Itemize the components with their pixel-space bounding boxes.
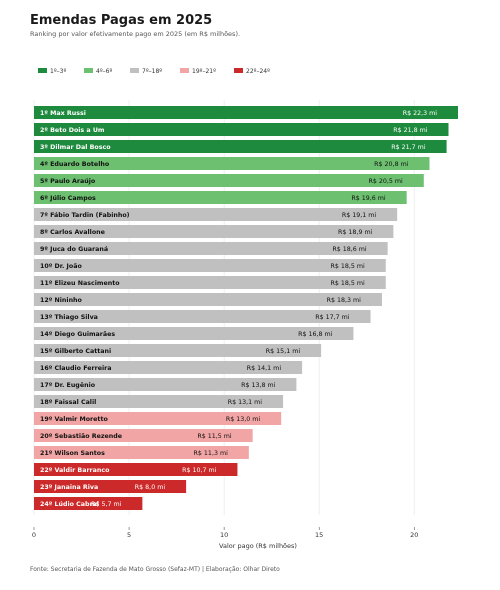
bar [34, 191, 407, 204]
data-label: R$ 19,6 mi [351, 195, 386, 202]
data-label: R$ 17,7 mi [315, 314, 350, 321]
bar-label: 9º Juca do Guaraná [40, 245, 108, 253]
bar-label: 18º Faissal Calil [40, 399, 96, 406]
tick-label: 15 [315, 531, 323, 539]
bar [34, 293, 382, 306]
data-label: R$ 10,7 mi [182, 467, 217, 474]
bar [34, 259, 386, 272]
legend-swatch [180, 68, 189, 73]
chart-title: Emendas Pagas em 2025 [30, 13, 213, 28]
data-label: R$ 14,1 mi [247, 365, 282, 372]
bar [34, 106, 458, 119]
bar [34, 497, 143, 510]
bar [34, 327, 354, 340]
data-label: R$ 8,0 mi [135, 484, 166, 491]
legend-label: 19º–21º [192, 68, 216, 75]
legend: 1º–3º 4º–6º 7º–18º 19º–21º 22º–24º [38, 68, 270, 75]
bar [34, 378, 297, 391]
bar-label: 22º Valdir Barranco [40, 467, 110, 474]
data-label: R$ 18,5 mi [330, 263, 365, 270]
chart-subtitle: Ranking por valor efetivamente pago em 2… [30, 30, 241, 38]
data-label: R$ 15,1 mi [266, 348, 301, 355]
bar [34, 361, 303, 374]
data-label: R$ 11,5 mi [197, 433, 232, 440]
data-label: R$ 5,7 mi [91, 501, 122, 508]
bar-label: 2º Beto Dois a Um [40, 127, 105, 134]
bar-label: 11º Elizeu Nascimento [40, 280, 120, 287]
data-label: R$ 18,3 mi [327, 297, 362, 304]
data-label: R$ 13,8 mi [241, 382, 276, 389]
data-label: R$ 20,8 mi [374, 161, 409, 168]
data-label: R$ 18,5 mi [330, 280, 365, 287]
legend-label: 4º–6º [96, 68, 112, 75]
bars: 1º Max Russi R$ 22,3 mi 2º Beto Dois a Um R… [34, 106, 458, 510]
x-axis: 0 5 10 15 20 Valor pago (R$ milhões) [32, 527, 418, 550]
bar [34, 157, 430, 170]
source-footer: Fonte: Secretaria de Fazenda de Mato Gro… [30, 566, 280, 573]
bar [34, 412, 282, 425]
bar [34, 276, 386, 289]
legend-swatch [84, 68, 93, 73]
tick-label: 5 [127, 531, 131, 539]
tick-label: 20 [410, 531, 418, 539]
bar-label: 24º Lúdio Cabral [40, 500, 99, 508]
legend-label: 1º–3º [50, 68, 66, 75]
data-label: R$ 21,8 mi [393, 127, 428, 134]
bar [34, 446, 249, 459]
bar [34, 174, 424, 187]
bar-label: 14º Diego Guimarães [40, 331, 115, 338]
x-axis-title: Valor pago (R$ milhões) [219, 542, 297, 550]
bar-label: 10º Dr. João [40, 263, 82, 270]
data-label: R$ 18,9 mi [338, 229, 373, 236]
bar [34, 140, 447, 153]
legend-label: 7º–18º [142, 68, 162, 75]
bar [34, 208, 398, 221]
legend-swatch [130, 68, 139, 73]
bar [34, 225, 394, 238]
bar [34, 429, 253, 442]
bar-label: 15º Gilberto Cattani [40, 348, 111, 355]
data-label: R$ 22,3 mi [403, 110, 438, 117]
legend-label: 22º–24º [246, 68, 270, 75]
bar-label: 21º Wilson Santos [40, 450, 105, 457]
bar-label: 5º Paulo Araújo [40, 177, 96, 185]
data-label: R$ 21,7 mi [391, 144, 426, 151]
data-label: R$ 19,1 mi [342, 212, 377, 219]
data-label: R$ 11,3 mi [194, 450, 229, 457]
tick-label: 0 [32, 531, 36, 539]
bar [34, 344, 322, 357]
bar-label: 17º Dr. Eugênio [40, 381, 96, 389]
data-label: R$ 13,1 mi [228, 399, 263, 406]
bar-label: 20º Sebastião Rezende [40, 433, 122, 440]
bar-label: 23º Janaina Riva [40, 484, 98, 491]
bar-label: 4º Eduardo Botelho [40, 161, 110, 168]
bar [34, 480, 187, 493]
bar-label: 13º Thiago Silva [40, 314, 98, 321]
bar-label: 1º Max Russi [40, 110, 86, 117]
bar [34, 395, 284, 408]
legend-swatch [38, 68, 47, 73]
legend-swatch [234, 68, 243, 73]
bar [34, 463, 238, 476]
bar-label: 16º Claudio Ferreira [40, 365, 112, 372]
tick-label: 10 [220, 531, 228, 539]
bar-label: 8º Carlos Avallone [40, 229, 105, 236]
bar-label: 19º Valmir Moretto [40, 416, 108, 423]
bar-label: 6º Júlio Campos [40, 194, 96, 202]
data-label: R$ 20,5 mi [368, 178, 403, 185]
data-label: R$ 13,0 mi [226, 416, 261, 423]
bar [34, 123, 449, 136]
bar-label: 12º Nininho [40, 297, 83, 304]
bar-label: 3º Dilmar Dal Bosco [40, 144, 111, 151]
bar [34, 242, 388, 255]
data-label: R$ 16,8 mi [298, 331, 333, 338]
bar [34, 310, 371, 323]
data-label: R$ 18,6 mi [332, 246, 367, 253]
bar-label: 7º Fábio Tardin (Fabinho) [40, 211, 130, 219]
